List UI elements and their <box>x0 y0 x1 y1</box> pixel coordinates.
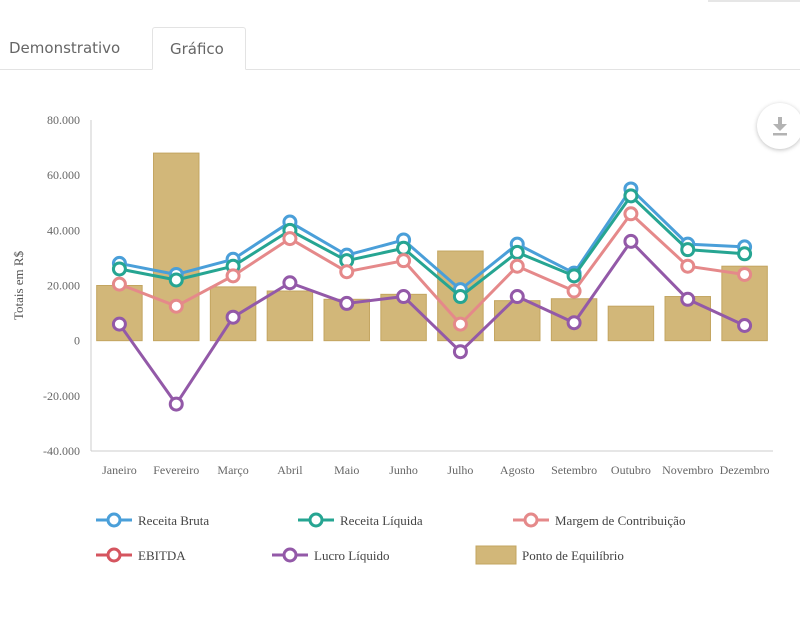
series-line-0 <box>119 187 745 292</box>
data-point-series-1[interactable] <box>623 188 639 204</box>
combo-chart: 80.000 60.000 40.000 20.000 0 -20.000 -40.000 T… <box>11 113 773 565</box>
data-point-series-4[interactable] <box>396 289 412 305</box>
x-tick-label: Janeiro <box>102 463 137 477</box>
series-line-2 <box>118 212 745 326</box>
bar-ponto-de-equilibrio <box>266 290 314 342</box>
legend-label[interactable]: Lucro Líquido <box>314 548 389 563</box>
data-point-series-4[interactable] <box>509 289 525 305</box>
data-point-series-2[interactable] <box>680 258 696 274</box>
y-axis-title: Totais em R$ <box>11 250 26 320</box>
legend-swatch-bar <box>475 545 517 565</box>
x-tick-label: Novembro <box>662 463 713 477</box>
data-point-series-2[interactable] <box>225 268 241 284</box>
tab-grafico[interactable]: Gráfico <box>152 27 246 70</box>
data-point-series-1[interactable] <box>566 268 582 284</box>
data-point-series-4[interactable] <box>737 317 753 333</box>
chart-container: 80.000 60.000 40.000 20.000 0 -20.000 -40.000 T… <box>0 70 800 615</box>
download-icon <box>773 117 787 136</box>
data-point-series-2[interactable] <box>396 253 412 269</box>
data-point-series-2[interactable] <box>737 266 753 282</box>
data-point-series-1[interactable] <box>452 289 468 305</box>
legend-label[interactable]: Ponto de Equilíbrio <box>522 548 624 563</box>
x-tick-label: Maio <box>334 463 359 477</box>
y-tick-label: -40.000 <box>43 444 80 458</box>
y-tick-label: 0 <box>74 334 80 348</box>
data-point-series-1[interactable] <box>111 261 127 277</box>
data-point-series-4[interactable] <box>282 275 298 291</box>
top-right-tab-edge <box>708 0 800 2</box>
bar-ponto-de-equilibrio <box>494 300 541 342</box>
y-tick-label: 20.000 <box>47 279 80 293</box>
legend-swatch-marker <box>523 512 539 528</box>
y-tick-label: 80.000 <box>47 113 80 127</box>
tab-bar: Demonstrativo Gráfico <box>0 27 800 70</box>
data-point-series-2[interactable] <box>168 298 184 314</box>
y-tick-label: 60.000 <box>47 168 80 182</box>
data-point-series-2[interactable] <box>111 276 127 292</box>
legend-swatch-marker <box>106 512 122 528</box>
download-button[interactable] <box>757 103 800 149</box>
data-point-series-4[interactable] <box>339 295 355 311</box>
data-point-series-4[interactable] <box>452 344 468 360</box>
data-point-series-4[interactable] <box>623 233 639 249</box>
x-tick-label: Dezembro <box>720 463 770 477</box>
data-point-series-2[interactable] <box>452 316 468 332</box>
data-point-series-4[interactable] <box>168 396 184 412</box>
series-line-1 <box>119 194 745 299</box>
legend-label[interactable]: EBITDA <box>138 548 186 563</box>
data-point-series-1[interactable] <box>680 242 696 258</box>
data-point-series-1[interactable] <box>737 246 753 262</box>
data-point-series-4[interactable] <box>680 291 696 307</box>
bar-ponto-de-equilibrio <box>96 285 143 342</box>
data-point-series-2[interactable] <box>509 258 525 274</box>
bar-ponto-de-equilibrio <box>607 305 655 342</box>
data-point-series-4[interactable] <box>225 309 241 325</box>
data-point-series-1[interactable] <box>168 272 184 288</box>
legend-swatch-marker <box>106 547 122 563</box>
x-tick-label: Agosto <box>500 463 535 477</box>
legend-label[interactable]: Receita Bruta <box>138 513 209 528</box>
tab-demonstrativo[interactable]: Demonstrativo <box>9 39 121 57</box>
y-tick-label: -20.000 <box>43 389 80 403</box>
x-tick-label: Abril <box>277 463 303 477</box>
series-line-4 <box>118 239 746 406</box>
x-tick-label: Julho <box>447 463 473 477</box>
data-point-series-2[interactable] <box>566 283 582 299</box>
legend-label[interactable]: Margem de Contribuição <box>555 513 685 528</box>
y-tick-label: 40.000 <box>47 223 80 237</box>
data-point-series-2[interactable] <box>282 231 298 247</box>
data-point-series-1[interactable] <box>509 244 525 260</box>
x-tick-label: Junho <box>389 463 418 477</box>
x-tick-label: Setembro <box>551 463 597 477</box>
data-point-series-1[interactable] <box>396 240 412 256</box>
legend-label[interactable]: Receita Líquida <box>340 513 423 528</box>
legend-swatch-marker <box>282 547 298 563</box>
data-point-series-2[interactable] <box>339 264 355 280</box>
data-point-series-4[interactable] <box>566 315 582 331</box>
x-tick-label: Março <box>217 463 248 477</box>
x-tick-label: Outubro <box>611 463 651 477</box>
data-point-series-2[interactable] <box>623 206 639 222</box>
legend-swatch-marker <box>308 512 324 528</box>
data-point-series-4[interactable] <box>111 316 127 332</box>
x-tick-label: Fevereiro <box>153 463 199 477</box>
